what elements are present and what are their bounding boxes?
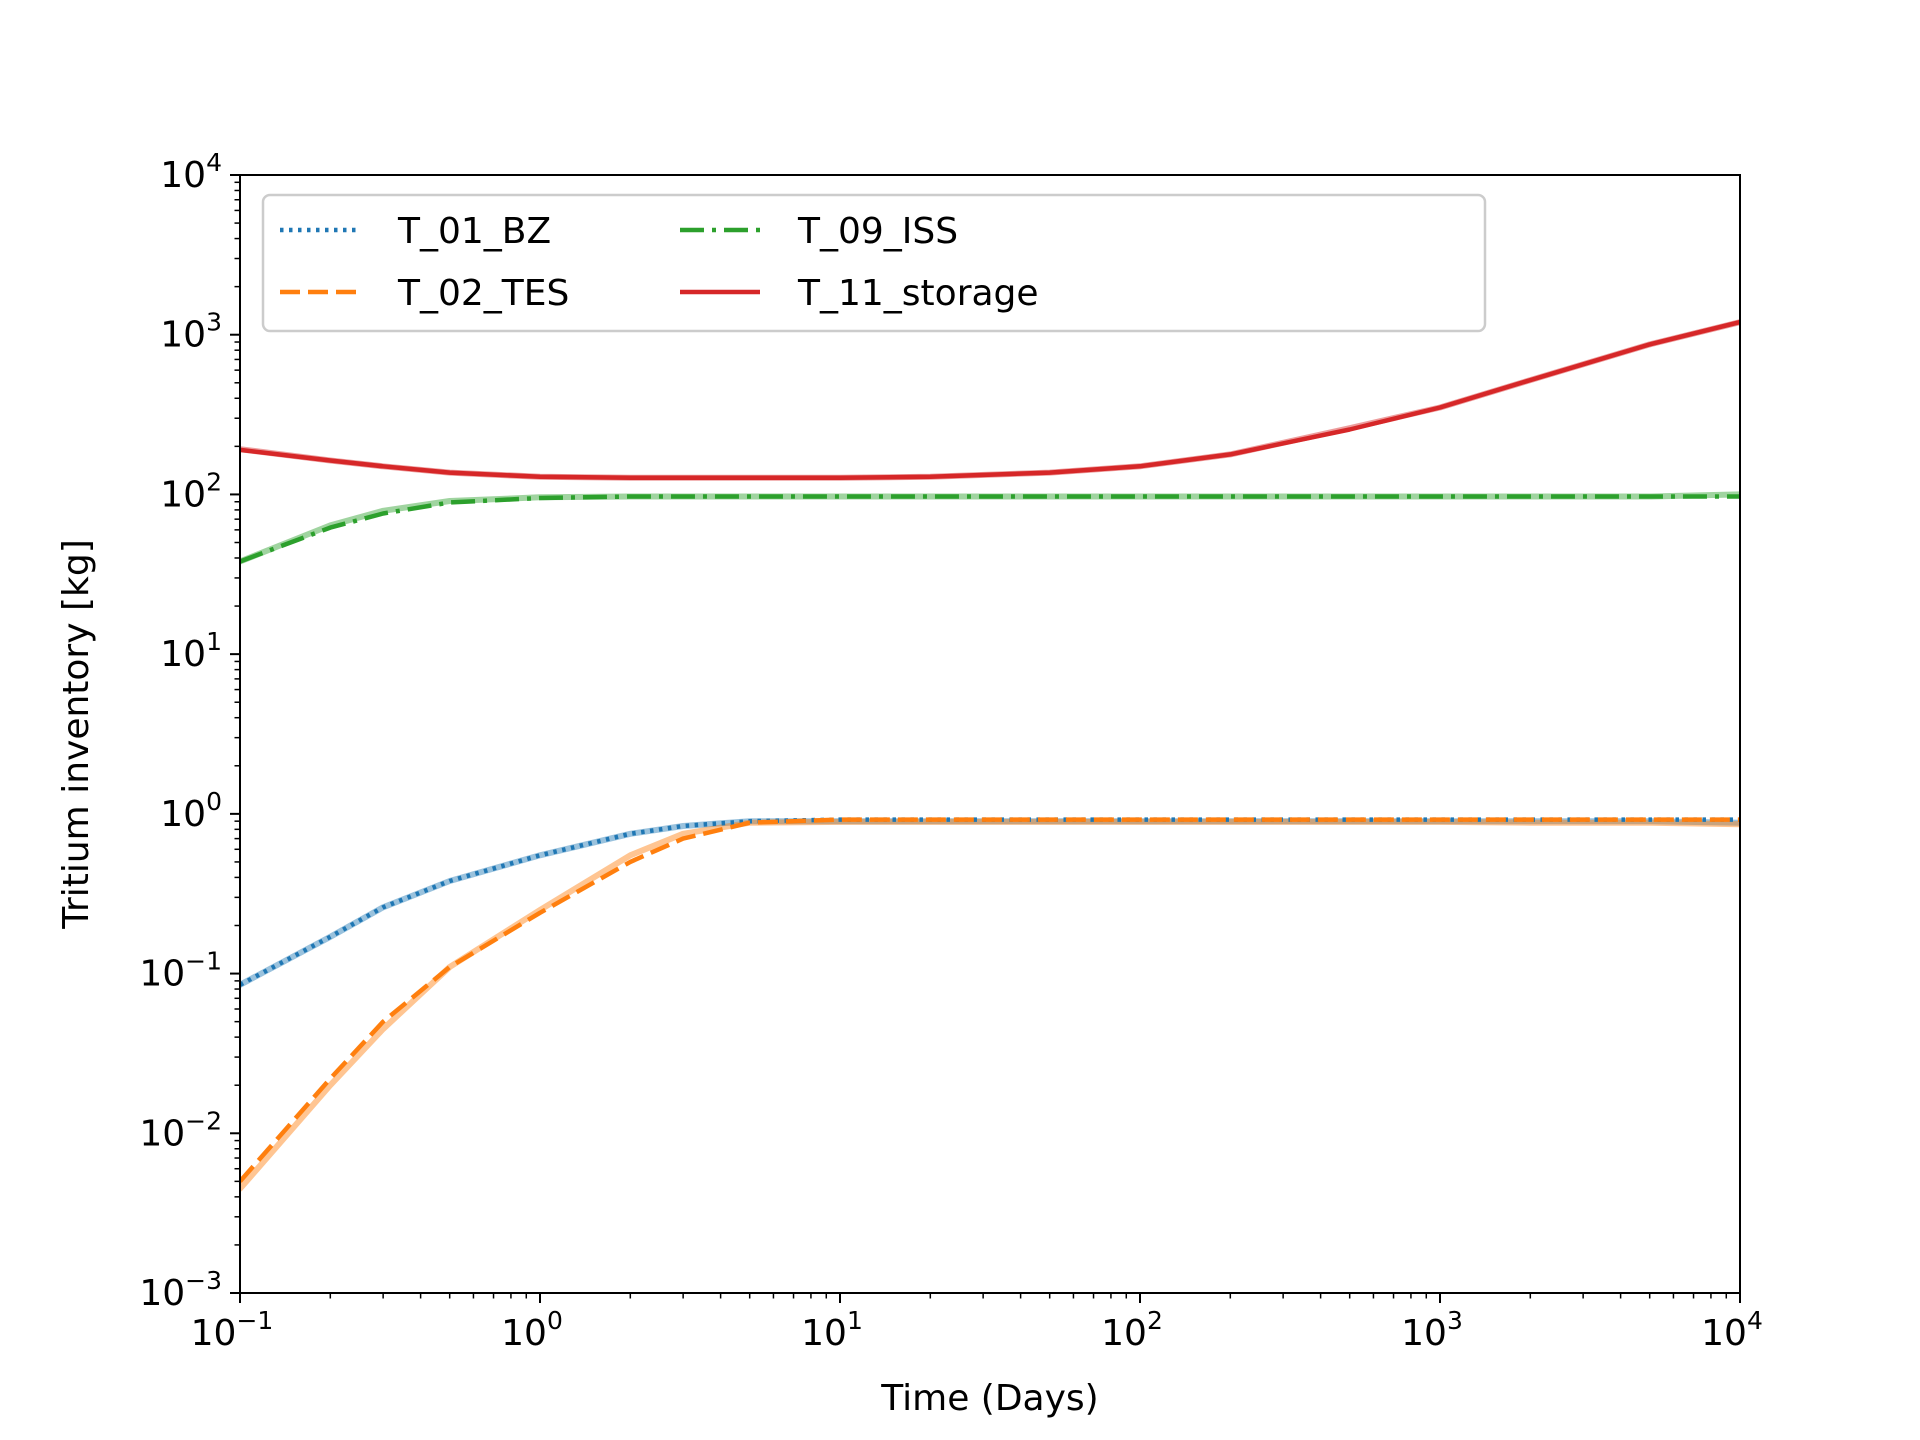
data-point-T_11_storage [1228,452,1232,456]
y-tick-label: 10−1 [139,947,222,995]
y-axis-label: Tritium inventory [kg] [56,539,97,930]
series-line-T_11_storage [240,319,1740,481]
data-point-T_01_BZ [381,905,385,909]
data-point-T_02_TES [381,1020,385,1024]
data-point-T_02_TES [1138,818,1142,822]
data-point-T_11_storage [1048,471,1052,475]
data-point-T_09_ISS [1138,495,1142,499]
series-lines [240,319,1740,1183]
data-point-T_01_BZ [538,853,542,857]
data-point-T_09_ISS [328,526,332,530]
data-point-T_02_TES [1528,818,1532,822]
y-tick-label: 102 [160,467,222,515]
data-point-T_09_ISS [448,501,452,505]
data-point-T_11_storage [381,464,385,468]
data-point-T_11_storage [628,476,632,480]
axis-ticks: 10−1 100 101 102 103 104 10−3 10−2 10−1 100 101 102… [139,148,1763,1354]
data-point-T_09_ISS [1348,495,1352,499]
data-point-T_11_storage [928,475,932,479]
y-tick-label: 100 [160,787,222,835]
data-point-T_11_storage [1528,378,1532,382]
series-line-T_02_TES [240,817,1740,1183]
data-point-T_02_TES [681,837,685,841]
data-point-T_01_BZ [681,824,685,828]
y-tick-label: 10−2 [139,1106,222,1154]
data-point-T_01_BZ [628,832,632,836]
data-point-T_11_storage [1348,428,1352,432]
legend: T_01_BZ T_02_TES T_09_ISS T_11_storage [261,193,1487,333]
data-point-T_02_TES [448,965,452,969]
data-point-T_02_TES [1648,818,1652,822]
data-point-T_09_ISS [1528,495,1532,499]
data-point-T_09_ISS [748,495,752,499]
data-point-T_02_TES [538,911,542,915]
data-point-T_11_storage [1438,406,1442,410]
data-point-T_11_storage [838,476,842,480]
y-tick-label: 104 [160,148,222,196]
legend-label: T_01_BZ [397,211,551,252]
data-point-T_09_ISS [538,496,542,500]
legend-label: T_02_TES [397,273,569,314]
data-point-T_09_ISS [628,495,632,499]
data-point-T_02_TES [1048,818,1052,822]
data-point-T_11_storage [448,471,452,475]
data-point-T_11_storage [681,476,685,480]
data-point-T_11_storage [1648,342,1652,346]
data-point-T_01_BZ [448,879,452,883]
data-point-T_09_ISS [681,495,685,499]
x-tick-label: 103 [1401,1306,1463,1354]
legend-label: T_09_ISS [797,211,958,252]
data-point-T_09_ISS [838,495,842,499]
data-point-T_11_storage [1138,464,1142,468]
x-tick-label: 101 [801,1306,863,1354]
data-point-T_02_TES [328,1077,332,1081]
data-point-T_02_TES [748,821,752,825]
data-point-T_02_TES [1228,818,1232,822]
data-point-T_02_TES [928,818,932,822]
data-point-T_02_TES [1438,818,1442,822]
data-point-T_09_ISS [1648,495,1652,499]
data-point-T_02_TES [1348,818,1352,822]
data-point-T_02_TES [628,860,632,864]
legend-label: T_11_storage [797,273,1039,314]
data-point-T_01_BZ [328,935,332,939]
data-point-T_09_ISS [1228,495,1232,499]
data-point-T_09_ISS [1048,495,1052,499]
data-point-T_09_ISS [928,495,932,499]
plot-area-frame [239,174,1741,1294]
y-tick-label: 101 [160,627,222,675]
x-tick-label: 10−1 [191,1306,274,1354]
x-tick-label: 104 [1701,1306,1763,1354]
x-tick-label: 100 [501,1306,563,1354]
data-point-T_11_storage [538,475,542,479]
y-tick-label: 103 [160,308,222,356]
data-point-T_09_ISS [1438,495,1442,499]
data-point-T_11_storage [328,459,332,463]
x-tick-label: 102 [1101,1306,1163,1354]
y-tick-label: 10−3 [139,1266,222,1314]
data-point-T_09_ISS [381,512,385,516]
legend-box [261,193,1487,333]
data-point-T_11_storage [748,476,752,480]
reference-line-T_09_ISS [240,491,1740,565]
data-point-T_02_TES [838,818,842,822]
x-axis-label: Time (Days) [880,1378,1098,1419]
